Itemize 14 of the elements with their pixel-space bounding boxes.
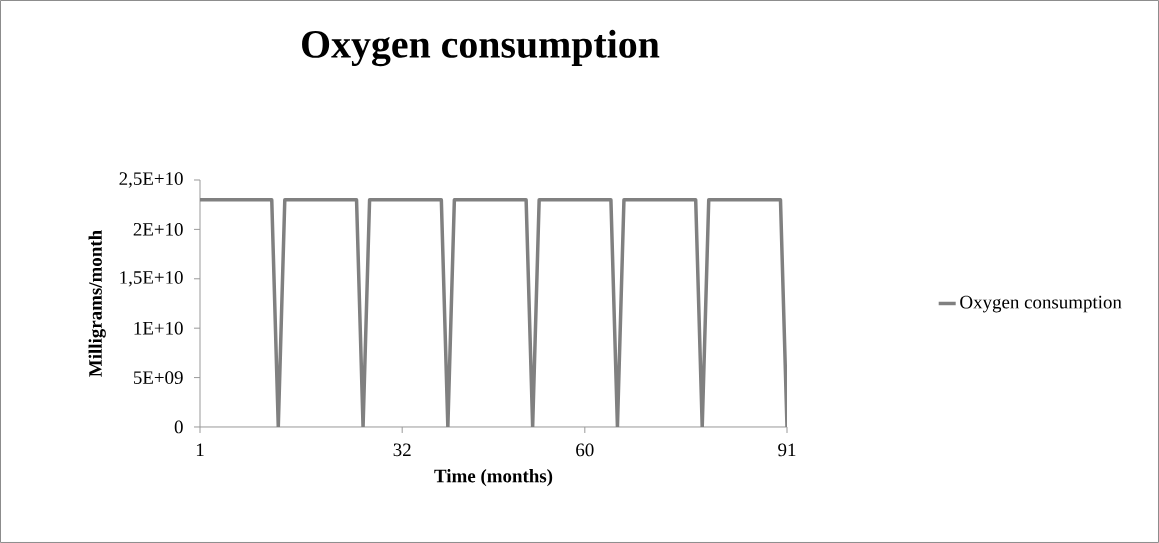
legend-label: Oxygen consumption [960, 295, 1122, 313]
x-axis-title: Time (months) [434, 469, 553, 487]
x-tick-label: 32 [393, 443, 411, 457]
y-tick-label: 1,5E+10 [120, 271, 183, 287]
y-tick-label: 1E+10 [134, 321, 183, 335]
x-tick-label: 91 [778, 443, 796, 457]
y-tick-label: 2,5E+10 [119, 172, 183, 188]
y-tick-label: 2E+10 [133, 223, 183, 236]
chart-title: Oxygen consumption [302, 29, 660, 67]
y-axis-title: Milligrams/month [88, 230, 106, 377]
x-tick-label: 60 [576, 443, 594, 457]
y-tick-label: 0 [174, 420, 183, 434]
y-tick-label: 5E+09 [133, 371, 183, 384]
x-tick-label: 1 [196, 443, 204, 456]
